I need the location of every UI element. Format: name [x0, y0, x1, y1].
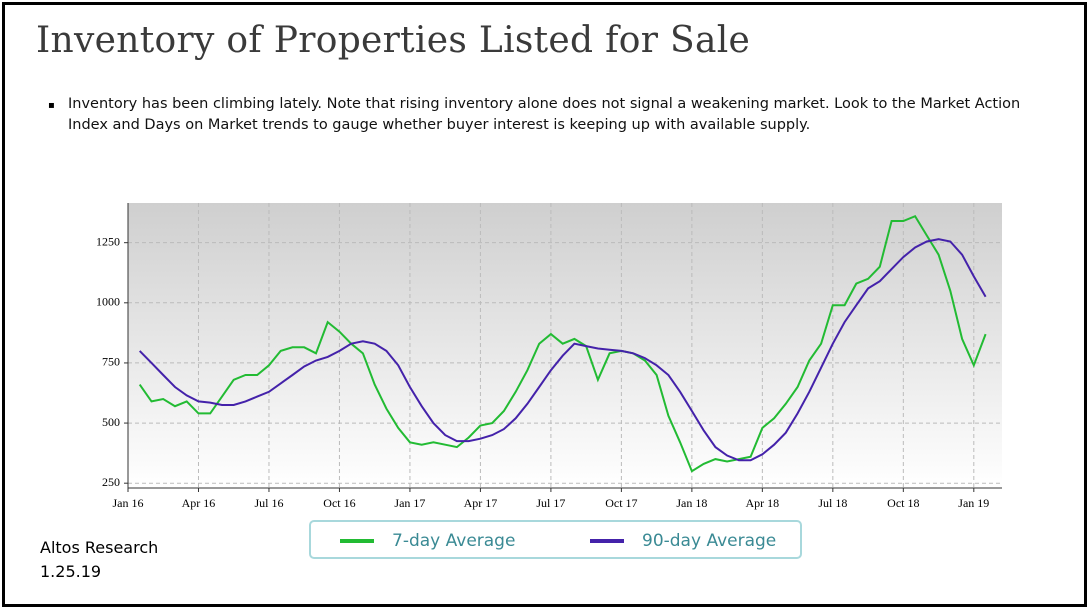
- series-line: [138, 214, 987, 473]
- x-tick-label: Jan 18: [676, 496, 707, 510]
- x-tick-label: Jul 16: [254, 496, 283, 510]
- legend-label: 90-day Average: [642, 531, 776, 551]
- x-tick-label: Jul 18: [818, 496, 847, 510]
- x-tick-label: Jan 19: [958, 496, 989, 510]
- x-tick-label: Apr 18: [746, 496, 780, 510]
- x-tick-label: Jul 17: [536, 496, 565, 510]
- y-tick-label: 500: [102, 415, 120, 429]
- x-tick-label: Jan 17: [394, 496, 425, 510]
- y-tick-label: 250: [102, 475, 120, 489]
- title: Inventory of Properties Listed for Sale: [36, 20, 751, 61]
- x-tick-label: Apr 16: [182, 496, 216, 510]
- x-tick-label: Oct 17: [605, 496, 637, 510]
- legend-label: 7-day Average: [392, 531, 515, 551]
- y-tick-label: 1000: [96, 295, 120, 309]
- legend: [309, 520, 802, 559]
- x-tick-label: Oct 18: [887, 496, 919, 510]
- bullet-text: Inventory has been climbing lately. Note…: [68, 96, 1021, 133]
- y-tick-label: 1250: [96, 234, 120, 248]
- y-tick-label: 750: [102, 355, 120, 369]
- source-date: 1.25.19: [40, 562, 102, 581]
- plot-area: [128, 203, 1002, 488]
- x-tick-label: Oct 16: [323, 496, 355, 510]
- series-line: [138, 238, 987, 462]
- source-name: Altos Research: [40, 538, 159, 557]
- bullet-mark: ▪: [48, 100, 55, 111]
- x-tick-label: Jan 16: [113, 496, 144, 510]
- x-tick-label: Apr 17: [464, 496, 498, 510]
